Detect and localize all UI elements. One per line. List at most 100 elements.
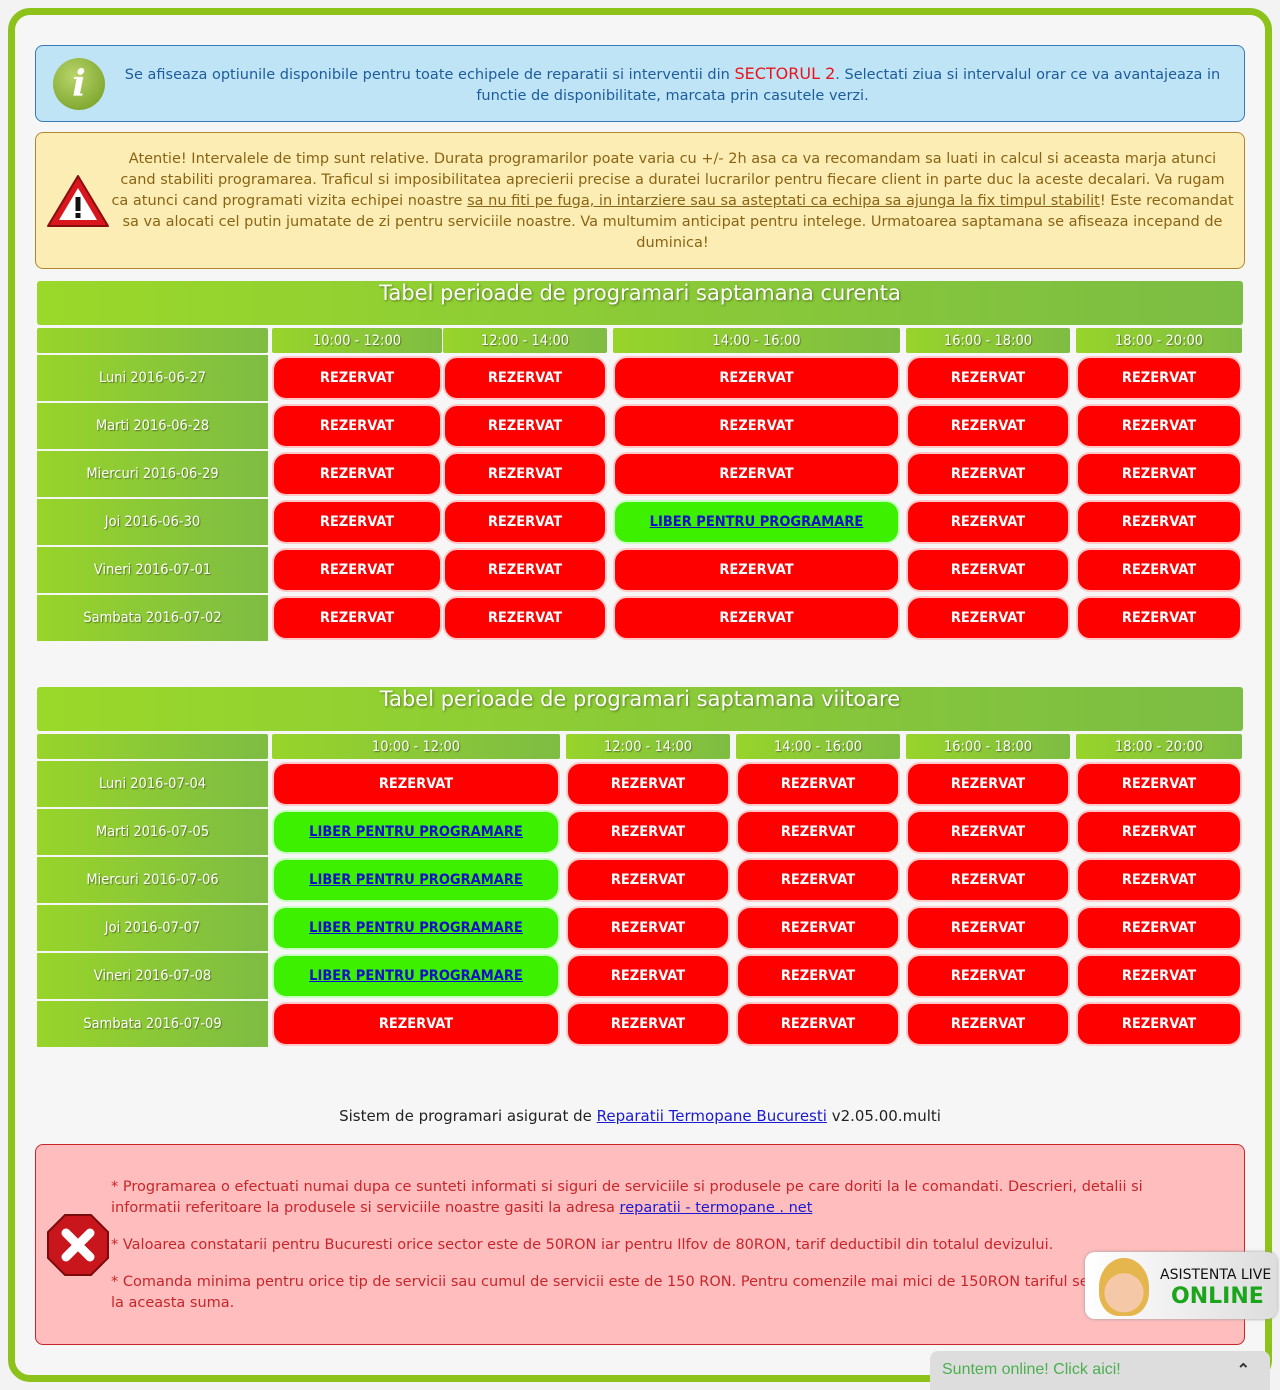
table-title: Tabel perioade de programari saptamana c… xyxy=(37,281,1243,325)
warning-banner: Atentie! Intervalele de timp sunt relati… xyxy=(35,132,1245,269)
warning-text-2: ! Este recomandat sa va alocati cel puti… xyxy=(122,193,1234,251)
reserved-slot: REZERVAT xyxy=(1076,906,1242,950)
reserved-slot: REZERVAT xyxy=(736,1002,900,1046)
reserved-slot: REZERVAT xyxy=(906,548,1070,592)
note-3: * Comanda minima pentru orice tip de ser… xyxy=(111,1274,1167,1311)
column-header: 16:00 - 18:00 xyxy=(906,328,1070,353)
reserved-slot: REZERVAT xyxy=(272,356,442,400)
reserved-slot: REZERVAT xyxy=(906,906,1070,950)
reserved-slot: REZERVAT xyxy=(443,548,607,592)
reserved-slot: REZERVAT xyxy=(906,404,1070,448)
reserved-slot: REZERVAT xyxy=(272,548,442,592)
reserved-slot: REZERVAT xyxy=(906,858,1070,902)
reserved-slot: REZERVAT xyxy=(272,404,442,448)
column-header: 18:00 - 20:00 xyxy=(1076,328,1242,353)
reserved-slot: REZERVAT xyxy=(1076,810,1242,854)
day-label: Miercuri 2016-06-29 xyxy=(37,451,268,497)
reserved-slot: REZERVAT xyxy=(443,500,607,544)
free-slot-link[interactable]: LIBER PENTRU PROGRAMARE xyxy=(272,906,560,950)
live-support-label: ASISTENTA LIVE xyxy=(1160,1267,1272,1283)
reserved-slot: REZERVAT xyxy=(272,500,442,544)
reserved-slot: REZERVAT xyxy=(736,906,900,950)
info-text-2: . Selectati ziua si intervalul orar ce v… xyxy=(476,67,1221,104)
note-1-link[interactable]: reparatii - termopane . net xyxy=(619,1200,813,1216)
reserved-slot: REZERVAT xyxy=(736,762,900,806)
reserved-slot: REZERVAT xyxy=(1076,500,1242,544)
reserved-slot: REZERVAT xyxy=(443,356,607,400)
column-header: 10:00 - 12:00 xyxy=(272,734,560,759)
free-slot-link[interactable]: LIBER PENTRU PROGRAMARE xyxy=(272,810,560,854)
reserved-slot: REZERVAT xyxy=(613,596,900,640)
reserved-slot: REZERVAT xyxy=(1076,762,1242,806)
day-label: Marti 2016-06-28 xyxy=(37,403,268,449)
day-label: Marti 2016-07-05 xyxy=(37,809,268,855)
footer-prefix: Sistem de programari asigurat de xyxy=(339,1107,597,1125)
reserved-slot: REZERVAT xyxy=(906,500,1070,544)
day-label: Luni 2016-07-04 xyxy=(37,761,268,807)
chat-label: Suntem online! Click aici! xyxy=(942,1361,1121,1378)
reserved-slot: REZERVAT xyxy=(566,954,730,998)
error-x-icon xyxy=(47,1214,109,1276)
reserved-slot: REZERVAT xyxy=(1076,858,1242,902)
column-header: 18:00 - 20:00 xyxy=(1076,734,1242,759)
column-header: 10:00 - 12:00 xyxy=(272,328,442,353)
reserved-slot: REZERVAT xyxy=(736,810,900,854)
reserved-slot: REZERVAT xyxy=(906,596,1070,640)
warning-underlined: sa nu fiti pe fuga, in intarziere sau sa… xyxy=(467,193,1100,209)
chevron-up-icon: ⌃ xyxy=(1236,1362,1250,1379)
column-header: 14:00 - 16:00 xyxy=(736,734,900,759)
day-label: Sambata 2016-07-02 xyxy=(37,595,268,641)
free-slot-link[interactable]: LIBER PENTRU PROGRAMARE xyxy=(272,858,560,902)
reserved-slot: REZERVAT xyxy=(566,1002,730,1046)
reserved-slot: REZERVAT xyxy=(566,906,730,950)
reserved-slot: REZERVAT xyxy=(736,858,900,902)
note-1: * Programarea o efectuati numai dupa ce … xyxy=(111,1177,1184,1219)
header-corner xyxy=(37,734,268,759)
reserved-slot: REZERVAT xyxy=(906,452,1070,496)
reserved-slot: REZERVAT xyxy=(613,356,900,400)
reserved-slot: REZERVAT xyxy=(906,1002,1070,1046)
free-slot-link[interactable]: LIBER PENTRU PROGRAMARE xyxy=(613,500,900,544)
reserved-slot: REZERVAT xyxy=(566,810,730,854)
info-text: Se afiseaza optiunile disponibile pentru… xyxy=(124,67,735,83)
reserved-slot: REZERVAT xyxy=(566,858,730,902)
live-support-badge[interactable]: ASISTENTA LIVE ONLINE xyxy=(1085,1252,1277,1319)
header-corner xyxy=(37,328,268,353)
column-header: 16:00 - 18:00 xyxy=(906,734,1070,759)
reserved-slot: REZERVAT xyxy=(272,596,442,640)
day-label: Joi 2016-06-30 xyxy=(37,499,268,545)
support-agent-avatar xyxy=(1099,1258,1149,1316)
chat-widget-button[interactable]: Suntem online! Click aici! ⌃ xyxy=(930,1351,1270,1390)
warning-text: Atentie! Intervalele de timp sunt relati… xyxy=(111,151,1225,209)
day-label: Sambata 2016-07-09 xyxy=(37,1001,268,1047)
reserved-slot: REZERVAT xyxy=(1076,356,1242,400)
reserved-slot: REZERVAT xyxy=(613,548,900,592)
footer-link[interactable]: Reparatii Termopane Bucuresti xyxy=(596,1107,827,1125)
info-icon: i xyxy=(53,58,105,110)
reserved-slot: REZERVAT xyxy=(906,810,1070,854)
reserved-slot: REZERVAT xyxy=(272,452,442,496)
reserved-slot: REZERVAT xyxy=(906,356,1070,400)
reserved-slot: REZERVAT xyxy=(906,762,1070,806)
footer-credit: Sistem de programari asigurat de Reparat… xyxy=(0,1107,1280,1125)
footer-version: v2.05.00.multi xyxy=(826,1107,941,1125)
day-label: Joi 2016-07-07 xyxy=(37,905,268,951)
info-banner: i Se afiseaza optiunile disponibile pent… xyxy=(35,45,1245,122)
reserved-slot: REZERVAT xyxy=(566,762,730,806)
warning-icon xyxy=(47,175,109,227)
reserved-slot: REZERVAT xyxy=(443,596,607,640)
reserved-slot: REZERVAT xyxy=(1076,452,1242,496)
notes-box: * Programarea o efectuati numai dupa ce … xyxy=(35,1144,1245,1345)
reserved-slot: REZERVAT xyxy=(906,954,1070,998)
reserved-slot: REZERVAT xyxy=(1076,404,1242,448)
day-label: Vineri 2016-07-08 xyxy=(37,953,268,999)
reserved-slot: REZERVAT xyxy=(736,954,900,998)
column-header: 12:00 - 14:00 xyxy=(443,328,607,353)
reserved-slot: REZERVAT xyxy=(613,452,900,496)
reserved-slot: REZERVAT xyxy=(1076,1002,1242,1046)
reserved-slot: REZERVAT xyxy=(443,404,607,448)
day-label: Luni 2016-06-27 xyxy=(37,355,268,401)
free-slot-link[interactable]: LIBER PENTRU PROGRAMARE xyxy=(272,954,560,998)
column-header: 12:00 - 14:00 xyxy=(566,734,730,759)
day-label: Miercuri 2016-07-06 xyxy=(37,857,268,903)
